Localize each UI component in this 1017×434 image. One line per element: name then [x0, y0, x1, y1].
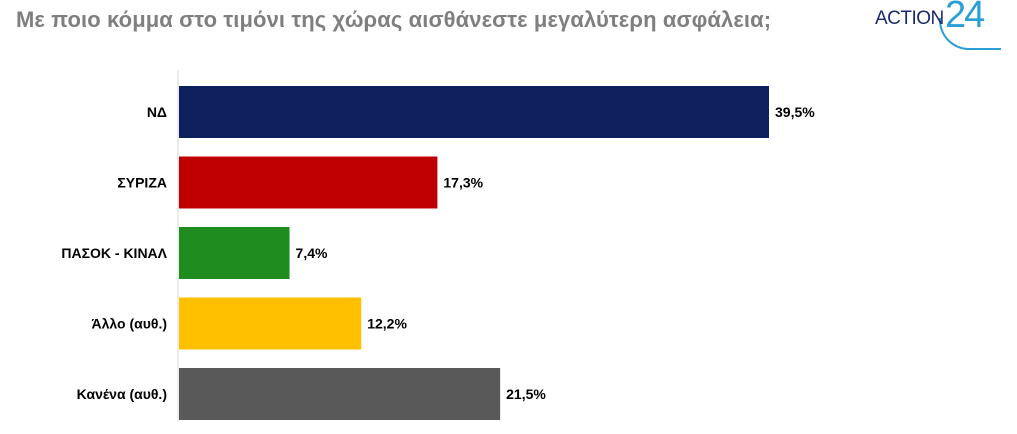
category-label-2: ΠΑΣΟΚ - ΚΙΝΑΛ [61, 245, 167, 261]
bar-3 [179, 297, 362, 350]
bar-0 [179, 86, 769, 138]
value-label-4: 21,5% [506, 386, 546, 402]
bar-1 [179, 156, 438, 209]
bar-4 [179, 368, 501, 420]
category-label-4: Κανένα (αυθ.) [77, 386, 167, 402]
bar-2 [179, 227, 290, 279]
category-label-1: ΣΥΡΙΖΑ [117, 175, 167, 191]
chart-title: Με ποιο κόμμα στο τιμόνι της χώρας αισθά… [16, 7, 772, 32]
value-label-3: 12,2% [367, 316, 407, 332]
header: Με ποιο κόμμα στο τιμόνι της χώρας αισθά… [0, 0, 1017, 50]
value-label-1: 17,3% [443, 175, 483, 191]
value-label-2: 7,4% [296, 245, 328, 261]
action24-logo: ACTION 24 [875, 0, 1017, 50]
category-label-3: Άλλο (αυθ.) [92, 316, 168, 332]
value-label-0: 39,5% [775, 104, 815, 120]
logo-text: ACTION [875, 8, 944, 29]
logo-number: 24 [945, 0, 985, 36]
bars-group: ΝΔ 39,5% ΣΥΡΙΖΑ 17,3% ΠΑΣΟΚ - ΚΙΝΑΛ 7,4% Άλλο … [61, 86, 815, 420]
category-label-0: ΝΔ [147, 104, 167, 120]
